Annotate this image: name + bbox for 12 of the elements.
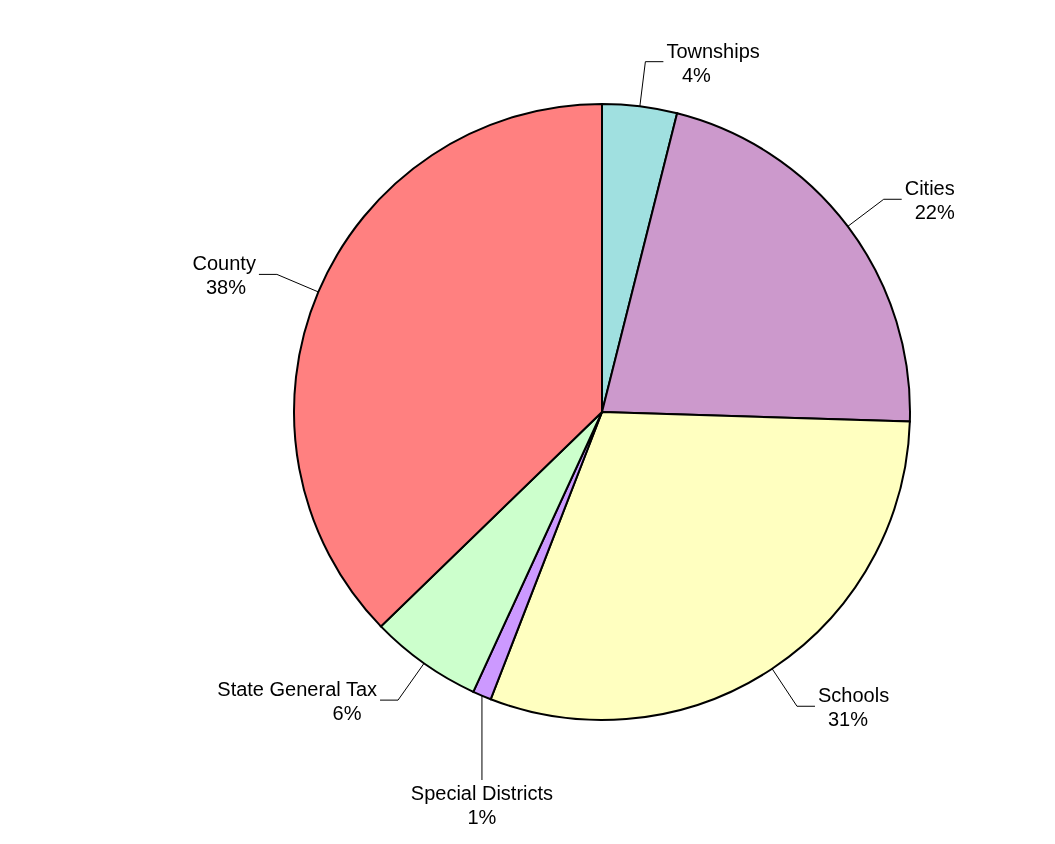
data-label: 1%	[467, 806, 497, 828]
slice-label: Townships	[666, 39, 760, 62]
slice-label: Cities	[904, 177, 955, 200]
slice-label: Special Districts	[410, 782, 554, 804]
slice-label: State General Tax	[217, 678, 378, 701]
data-label: 22%	[914, 201, 955, 224]
slice-label: County	[192, 252, 256, 275]
data-label: 38%	[205, 276, 247, 299]
data-label: 31%	[827, 708, 869, 731]
slice-label: Schools	[817, 684, 890, 707]
data-label: 6%	[332, 702, 362, 725]
data-label: 4%	[681, 63, 712, 86]
